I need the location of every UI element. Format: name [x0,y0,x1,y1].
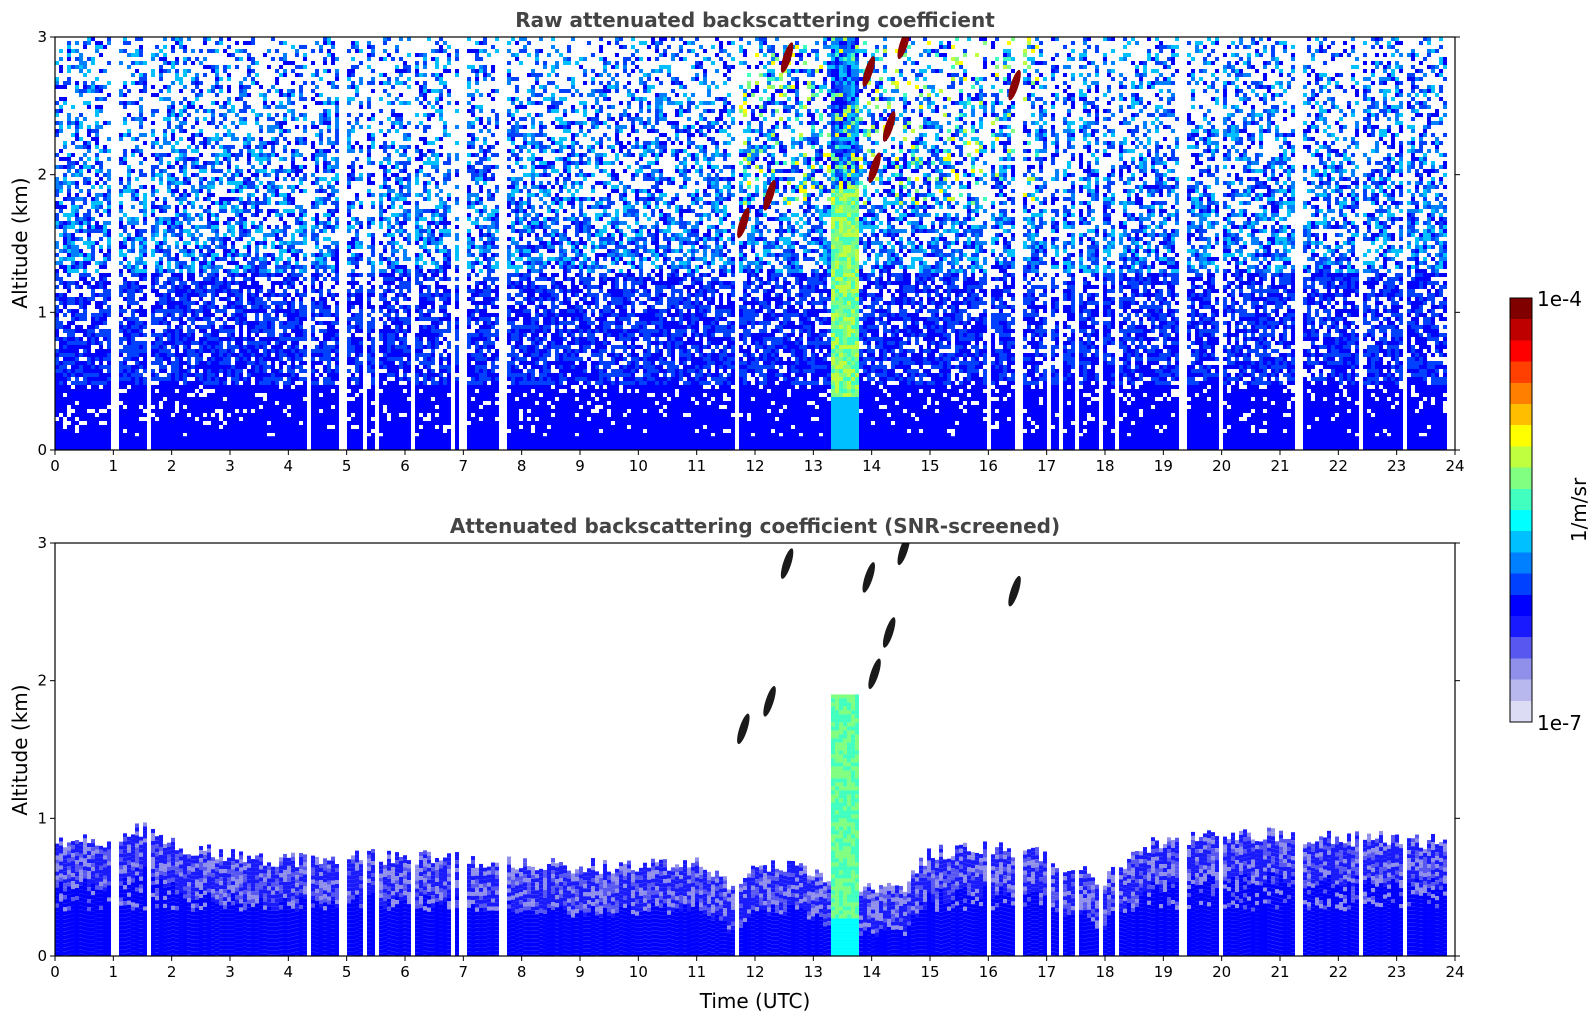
x-tick-label: 9 [575,963,585,981]
y-tick-label: 2 [37,672,47,690]
y-axis-raw: 0 1 2 3 [37,28,1460,459]
y-tick-label: 3 [37,534,47,552]
y-axis-label-raw: Altitude (km) [8,177,32,308]
x-tick-label: 21 [1270,963,1289,981]
x-tick-label: 14 [862,963,881,981]
colorbar-bar [1509,297,1533,723]
x-tick-label: 15 [920,457,939,475]
x-tick-label: 16 [979,963,998,981]
cloud-mark [882,111,896,142]
cloud-mark [868,658,881,690]
x-tick-label: 22 [1329,457,1348,475]
x-tick-label: 19 [1154,457,1173,475]
y-axis-label-screened: Altitude (km) [8,684,32,815]
x-axis-raw: 0 1 2 3 4 5 6 7 8 9 10 11 12 13 14 15 16 17 18 19 20 21 22 23 24 [50,450,1465,475]
cloud-mark [897,37,910,60]
cloud-mark [862,562,875,593]
x-tick-label: 5 [342,457,352,475]
cloud-mark [763,686,776,717]
heatmap-raw [55,37,1447,450]
x-tick-label: 20 [1212,963,1231,981]
colorbar: 1e-4 1e-7 1/m/sr [1509,287,1591,735]
x-tick-label: 21 [1270,457,1289,475]
cloud-mark [1008,69,1021,101]
x-tick-label: 12 [745,457,764,475]
x-tick-label: 5 [342,963,352,981]
x-tick-label: 3 [225,457,235,475]
x-tick-label: 1 [109,457,119,475]
colorbar-unit-label: 1/m/sr [1567,477,1591,542]
y-tick-label: 1 [37,303,47,321]
x-tick-label: 9 [575,457,585,475]
y-tick-label: 1 [37,809,47,827]
x-axis-screened: 0 1 2 3 4 5 6 7 8 9 10 11 12 13 14 15 16 17 18 19 20 21 22 23 24 [50,956,1465,981]
x-tick-label: 17 [1037,457,1056,475]
cloud-mark [780,548,794,579]
x-tick-label: 17 [1037,963,1056,981]
x-tick-label: 3 [225,963,235,981]
cloud-mark [868,152,881,184]
x-tick-label: 4 [284,457,294,475]
chart-panel-screened: Attenuated backscattering coefficient (S… [8,514,1465,1013]
x-tick-label: 7 [459,457,469,475]
x-tick-label: 11 [687,457,706,475]
x-tick-label: 0 [50,457,60,475]
x-tick-label: 19 [1154,963,1173,981]
x-tick-label: 13 [804,963,823,981]
y-tick-label: 0 [37,441,47,459]
chart-title-raw: Raw attenuated backscattering coefficien… [515,8,995,32]
x-tick-label: 24 [1445,457,1464,475]
x-tick-label: 13 [804,457,823,475]
colorbar-max-label: 1e-4 [1537,287,1582,311]
x-tick-label: 0 [50,963,60,981]
cloud-mark [882,617,896,648]
x-tick-label: 22 [1329,963,1348,981]
x-tick-label: 14 [862,457,881,475]
x-tick-label: 18 [1095,963,1114,981]
x-tick-label: 2 [167,457,177,475]
colorbar-min-label: 1e-7 [1537,711,1582,735]
x-tick-label: 4 [284,963,294,981]
x-tick-label: 6 [400,457,410,475]
x-tick-label: 23 [1387,963,1406,981]
cloud-mark [780,42,794,73]
x-axis-label: Time (UTC) [699,989,811,1013]
x-tick-label: 16 [979,457,998,475]
cloud-mark [763,180,776,211]
chart-panel-raw: Raw attenuated backscattering coefficien… [8,8,1465,475]
heatmap-screened [55,543,1447,956]
x-tick-label: 8 [517,963,527,981]
x-tick-label: 11 [687,963,706,981]
cloud-mark [1008,575,1021,607]
chart-title-screened: Attenuated backscattering coefficient (S… [450,514,1060,538]
x-tick-label: 12 [745,963,764,981]
y-tick-label: 2 [37,166,47,184]
cloud-mark [737,713,750,745]
x-tick-label: 6 [400,963,410,981]
y-tick-label: 3 [37,28,47,46]
x-tick-label: 24 [1445,963,1464,981]
y-axis-screened: 0 1 2 3 [37,534,1460,965]
x-tick-label: 23 [1387,457,1406,475]
cloud-mark [897,543,910,566]
x-tick-label: 1 [109,963,119,981]
x-tick-label: 8 [517,457,527,475]
x-tick-label: 15 [920,963,939,981]
y-tick-label: 0 [37,947,47,965]
cloud-mark [862,56,875,87]
cloud-mark [737,207,750,239]
x-tick-label: 7 [459,963,469,981]
x-tick-label: 18 [1095,457,1114,475]
x-tick-label: 10 [629,963,648,981]
x-tick-label: 2 [167,963,177,981]
x-tick-label: 20 [1212,457,1231,475]
x-tick-label: 10 [629,457,648,475]
